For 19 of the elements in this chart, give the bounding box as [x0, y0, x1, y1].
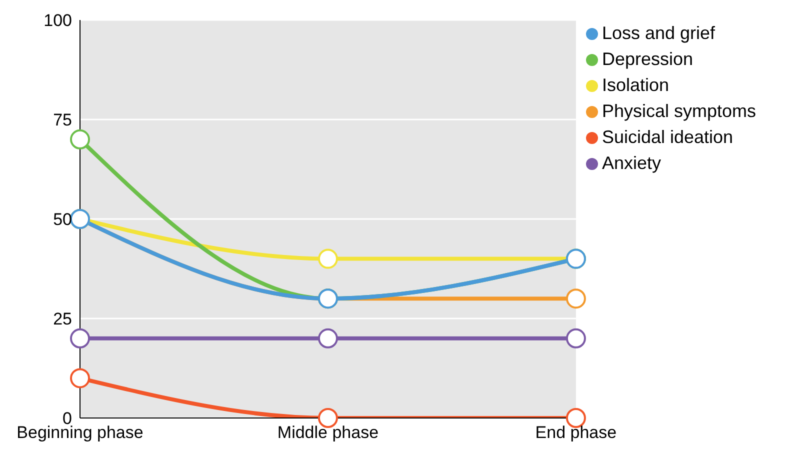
legend-label: Anxiety — [602, 153, 661, 173]
legend-label: Isolation — [602, 75, 669, 95]
point — [70, 368, 90, 388]
point — [318, 328, 338, 348]
legend-label: Physical symptoms — [602, 101, 756, 121]
y-tick-label: 50 — [53, 210, 72, 230]
point — [566, 288, 586, 309]
y-tick-label: 25 — [53, 310, 72, 329]
legend-label: Loss and grief — [602, 23, 716, 43]
point — [70, 129, 90, 150]
point — [70, 328, 90, 348]
x-tick-label: Middle phase — [277, 423, 379, 442]
point — [566, 328, 586, 348]
y-tick-label: 75 — [53, 110, 72, 130]
legend-label: Suicidal ideation — [602, 127, 734, 147]
y-tick-label: 100 — [44, 11, 72, 30]
x-tick-label: End phase — [535, 423, 617, 442]
legend-label: Depression — [602, 49, 693, 69]
point — [318, 248, 338, 269]
